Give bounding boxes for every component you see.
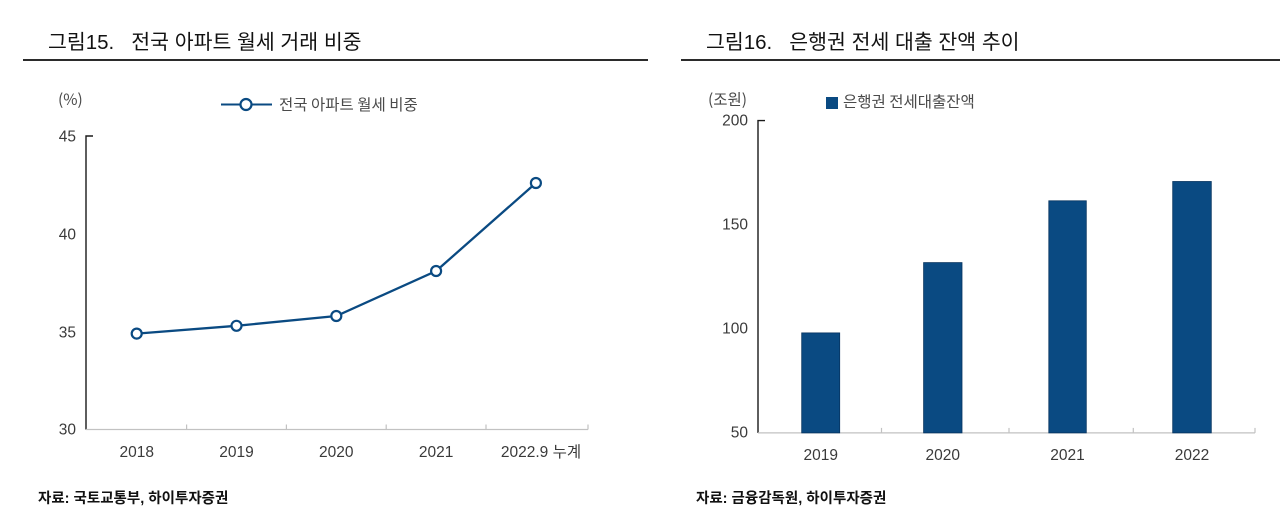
svg-text:2019: 2019 bbox=[803, 447, 837, 464]
svg-text:150: 150 bbox=[722, 217, 748, 234]
svg-text:전국 아파트 월세 비중: 전국 아파트 월세 비중 bbox=[279, 93, 418, 115]
svg-text:200: 200 bbox=[722, 113, 748, 130]
svg-text:2020: 2020 bbox=[319, 444, 354, 461]
svg-text:2020: 2020 bbox=[926, 447, 961, 464]
svg-text:(조원): (조원) bbox=[708, 88, 747, 110]
svg-text:45: 45 bbox=[59, 129, 76, 146]
svg-text:2019: 2019 bbox=[219, 444, 253, 461]
svg-text:2021: 2021 bbox=[419, 444, 453, 461]
svg-text:2022.9 누계: 2022.9 누계 bbox=[501, 443, 581, 461]
svg-text:40: 40 bbox=[59, 227, 77, 244]
svg-text:30: 30 bbox=[59, 422, 77, 439]
svg-text:50: 50 bbox=[731, 425, 749, 442]
svg-text:2018: 2018 bbox=[119, 444, 153, 461]
svg-text:2022: 2022 bbox=[1175, 447, 1209, 464]
svg-text:은행권 전세대출잔액: 은행권 전세대출잔액 bbox=[843, 90, 975, 112]
svg-text:100: 100 bbox=[722, 321, 748, 338]
svg-text:35: 35 bbox=[59, 325, 76, 342]
svg-text:2021: 2021 bbox=[1050, 447, 1084, 464]
svg-text:(%): (%) bbox=[58, 88, 83, 110]
